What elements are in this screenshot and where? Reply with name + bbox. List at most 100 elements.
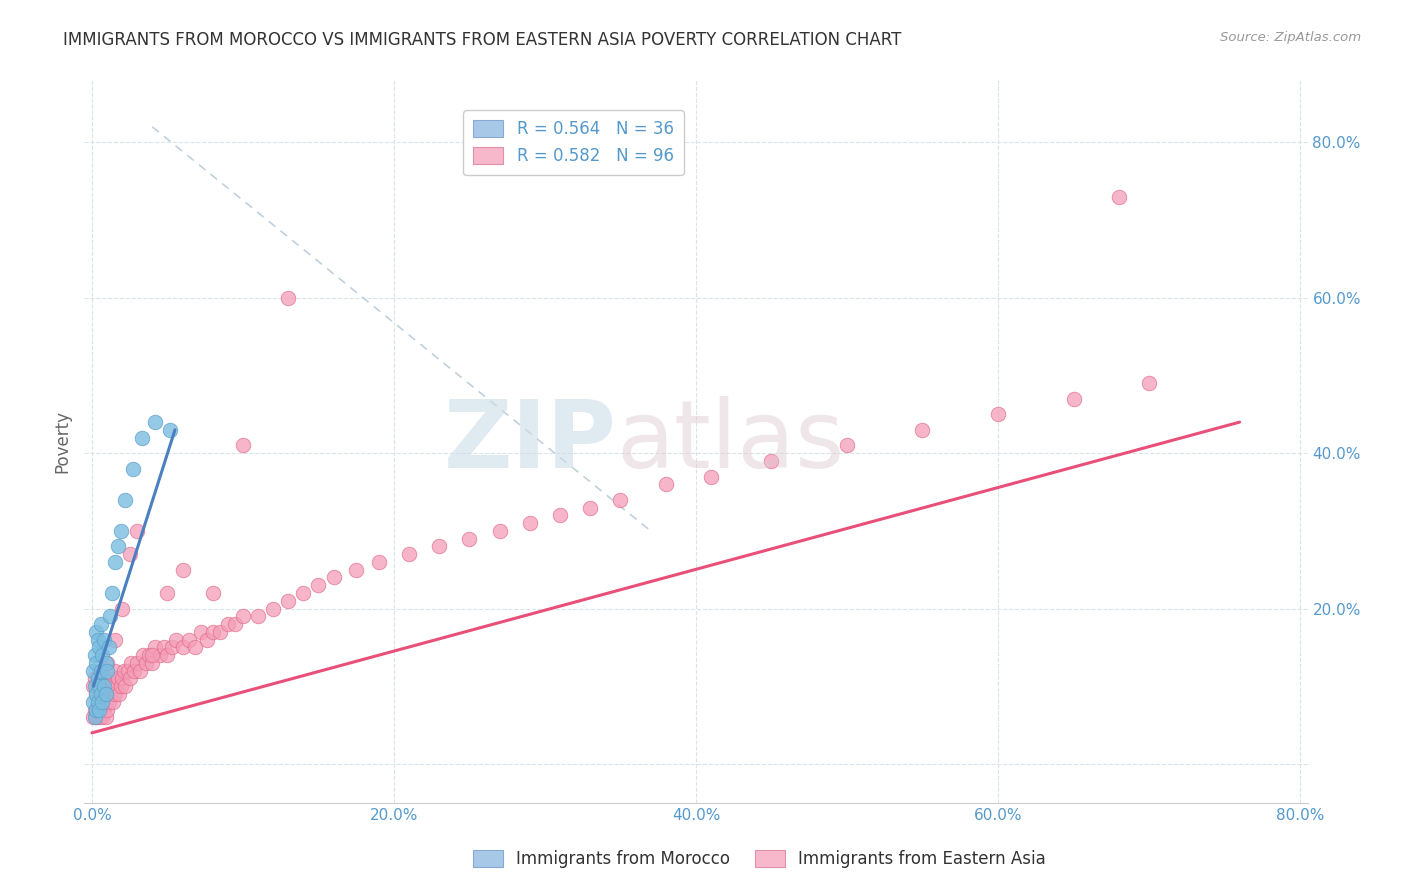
- Point: [579, 500, 602, 515]
- Point: [277, 594, 299, 608]
- Point: [87, 702, 110, 716]
- Point: [548, 508, 571, 523]
- Point: [86, 624, 108, 639]
- Point: [307, 578, 329, 592]
- Point: [209, 624, 232, 639]
- Point: [118, 672, 141, 686]
- Point: [93, 702, 115, 716]
- Point: [107, 540, 129, 554]
- Point: [247, 609, 270, 624]
- Point: [172, 563, 194, 577]
- Point: [166, 632, 188, 647]
- Point: [93, 679, 115, 693]
- Point: [156, 586, 179, 600]
- Point: [160, 640, 183, 655]
- Point: [91, 710, 114, 724]
- Point: [98, 609, 121, 624]
- Point: [114, 492, 136, 507]
- Point: [91, 687, 114, 701]
- Point: [987, 408, 1010, 422]
- Point: [159, 423, 181, 437]
- Point: [86, 702, 108, 716]
- Point: [93, 672, 115, 686]
- Point: [89, 695, 111, 709]
- Point: [89, 640, 111, 655]
- Point: [121, 461, 143, 475]
- Point: [105, 679, 128, 693]
- Point: [111, 672, 134, 686]
- Point: [82, 664, 104, 678]
- Point: [86, 687, 108, 701]
- Point: [217, 617, 239, 632]
- Point: [101, 695, 124, 709]
- Point: [84, 648, 107, 663]
- Point: [87, 679, 110, 693]
- Point: [322, 570, 344, 584]
- Point: [292, 586, 315, 600]
- Point: [201, 586, 224, 600]
- Point: [122, 664, 145, 678]
- Point: [262, 601, 284, 615]
- Point: [97, 640, 120, 655]
- Text: ZIP: ZIP: [443, 395, 616, 488]
- Point: [98, 687, 121, 701]
- Point: [156, 648, 179, 663]
- Point: [97, 695, 120, 709]
- Point: [367, 555, 389, 569]
- Point: [90, 687, 112, 701]
- Point: [129, 664, 152, 678]
- Point: [141, 648, 163, 663]
- Point: [96, 679, 118, 693]
- Point: [1063, 392, 1085, 406]
- Point: [84, 702, 107, 716]
- Point: [458, 532, 481, 546]
- Point: [89, 679, 111, 693]
- Point: [94, 710, 117, 724]
- Point: [96, 664, 118, 678]
- Point: [84, 679, 107, 693]
- Point: [82, 695, 104, 709]
- Point: [153, 640, 176, 655]
- Legend: Immigrants from Morocco, Immigrants from Eastern Asia: Immigrants from Morocco, Immigrants from…: [465, 843, 1053, 875]
- Point: [700, 469, 723, 483]
- Point: [90, 702, 112, 716]
- Point: [177, 632, 200, 647]
- Point: [94, 687, 117, 701]
- Point: [143, 640, 166, 655]
- Point: [89, 672, 111, 686]
- Point: [172, 640, 194, 655]
- Point: [344, 563, 367, 577]
- Point: [835, 438, 858, 452]
- Point: [86, 710, 108, 724]
- Point: [108, 687, 131, 701]
- Point: [84, 672, 107, 686]
- Point: [89, 702, 111, 716]
- Point: [87, 632, 110, 647]
- Point: [103, 664, 125, 678]
- Point: [107, 672, 129, 686]
- Point: [100, 679, 122, 693]
- Point: [232, 438, 254, 452]
- Point: [90, 617, 112, 632]
- Text: Source: ZipAtlas.com: Source: ZipAtlas.com: [1220, 31, 1361, 45]
- Y-axis label: Poverty: Poverty: [53, 410, 72, 473]
- Point: [609, 492, 631, 507]
- Point: [94, 687, 117, 701]
- Point: [131, 431, 153, 445]
- Point: [84, 710, 107, 724]
- Point: [110, 679, 132, 693]
- Point: [112, 664, 135, 678]
- Point: [118, 547, 141, 561]
- Point: [519, 516, 541, 530]
- Point: [87, 672, 110, 686]
- Point: [132, 648, 155, 663]
- Point: [232, 609, 254, 624]
- Point: [103, 687, 125, 701]
- Point: [190, 624, 212, 639]
- Point: [427, 540, 450, 554]
- Point: [114, 679, 136, 693]
- Legend: R = 0.564   N = 36, R = 0.582   N = 96: R = 0.564 N = 36, R = 0.582 N = 96: [464, 111, 683, 175]
- Point: [96, 656, 118, 670]
- Point: [655, 477, 678, 491]
- Point: [1137, 376, 1160, 391]
